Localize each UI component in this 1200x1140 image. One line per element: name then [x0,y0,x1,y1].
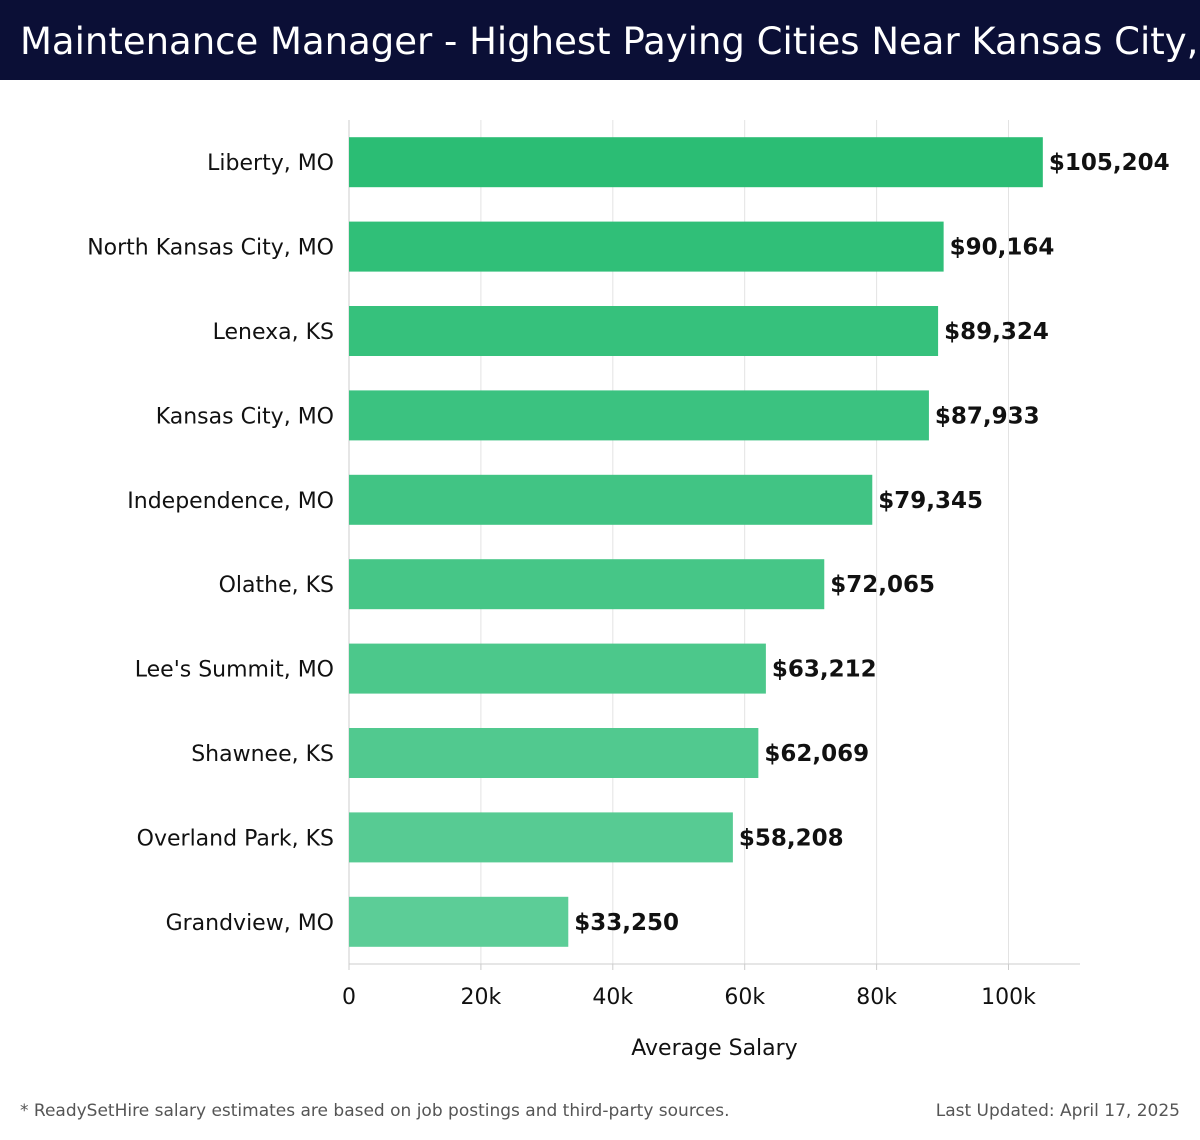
bar [349,559,825,610]
bar [349,474,873,525]
bar-value-label: $90,164 [950,235,1055,261]
category-label: Independence, MO [127,489,334,514]
x-tick-label: 20k [461,985,502,1010]
bar-value-label: $87,933 [935,403,1040,429]
chart-title: Maintenance Manager - Highest Paying Cit… [20,20,1200,63]
bar [349,137,1043,188]
x-tick-label: 60k [724,985,765,1010]
source-footnote: * ReadySetHire salary estimates are base… [20,1101,730,1121]
bar [349,390,929,441]
header-bar: Maintenance Manager - Highest Paying Cit… [0,0,1200,80]
bar-value-label: $58,208 [739,825,844,851]
category-label: Shawnee, KS [191,742,334,767]
bar-value-label: $63,212 [772,657,877,683]
category-label: Lee's Summit, MO [135,658,334,683]
category-label: Grandview, MO [166,911,334,936]
x-tick-label: 40k [592,985,633,1010]
bar-value-label: $105,204 [1049,150,1170,176]
bar-value-label: $89,324 [944,319,1049,345]
category-label: Kansas City, MO [156,404,334,429]
category-label: Liberty, MO [207,151,334,176]
bar [349,728,759,778]
x-tick-label: 0 [342,985,356,1010]
last-updated: Last Updated: April 17, 2025 [935,1101,1180,1121]
bar-value-label: $79,345 [878,488,983,514]
category-label: Overland Park, KS [137,826,334,851]
x-axis-title: Average Salary [631,1036,797,1061]
x-tick-label: 80k [856,985,897,1010]
bar [349,643,766,694]
category-label: Olathe, KS [219,573,334,598]
bar-value-label: $72,065 [830,572,935,598]
bar [349,306,939,356]
bar [349,221,944,272]
bar-value-label: $62,069 [764,741,869,767]
category-label: Lenexa, KS [213,320,334,345]
x-tick-label: 100k [981,985,1036,1010]
bar [349,812,733,863]
bar-value-label: $33,250 [574,910,679,936]
bar [349,896,569,947]
category-label: North Kansas City, MO [87,236,334,261]
